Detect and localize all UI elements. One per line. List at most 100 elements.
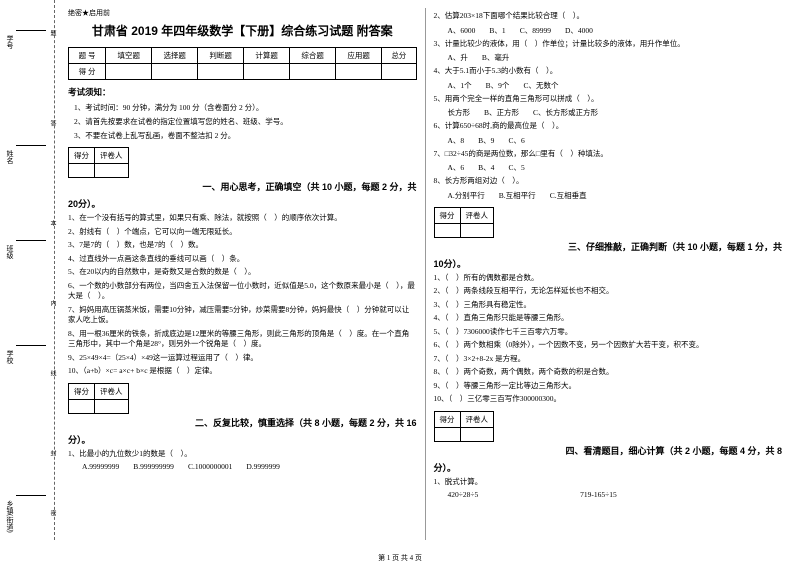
grader-blank: [434, 427, 460, 441]
grader-reviewer-label: 评卷人: [95, 148, 129, 164]
choice-option: A.99999999: [82, 462, 119, 471]
secret-mark: 绝密★启用前: [68, 8, 417, 18]
score-blank-cell: [382, 64, 416, 80]
question-item: 3、7是7的（ ）数，也是7的（ ）数。: [68, 240, 417, 251]
q2-7: 7、□32÷45的商是两位数，那么□里有（ ）种填法。: [434, 149, 783, 160]
margin-label: 乡镇(街道): [5, 500, 15, 533]
question-item: 5、（ ）7306000读作七千三百零六万零。: [434, 327, 783, 338]
q2-8-choices: A.分别平行B.互相平行C.互相垂直: [448, 190, 783, 201]
choice-option: D、4000: [565, 25, 593, 36]
notice-list: 1、考试时间：90 分钟，满分为 100 分（含卷面分 2 分）。2、请首先按要…: [68, 102, 417, 141]
score-table: 题 号填空题选择题判断题计算题综合题应用题总分 得 分: [68, 47, 417, 80]
notice-item: 1、考试时间：90 分钟，满分为 100 分（含卷面分 2 分）。: [74, 102, 417, 113]
question-item: 4、过直线外一点画这条直线的垂线可以画（ ）条。: [68, 254, 417, 265]
question-item: 6、（ ）两个数相乘（0除外），一个因数不变，另一个因数扩大若干变，积不变。: [434, 340, 783, 351]
choice-option: C.1000000001: [188, 462, 232, 471]
seal-line-char: 答: [48, 120, 57, 129]
seal-line-char: 内: [48, 300, 57, 309]
margin-blank-line: [16, 30, 46, 31]
question-item: 7、（ ）3×2+8-2x 是方程。: [434, 354, 783, 365]
score-blank-cell: [244, 64, 290, 80]
question-item: 6、一个数的小数部分有两位，当四舍五入法保留一位小数时，近似值是5.0，这个数原…: [68, 281, 417, 302]
score-header-cell: 计算题: [244, 48, 290, 64]
section-2-title: 二、反复比较，慎重选择（共 8 小题，每题 2 分，共 16: [195, 418, 417, 428]
seal-line-char: 题: [48, 30, 57, 39]
margin-label: 学校: [5, 350, 15, 364]
choice-option: 长方形: [448, 107, 471, 118]
grader-blank: [95, 399, 129, 413]
q2-4: 4、大于5.1而小于5.3的小数有（ ）。: [434, 66, 783, 77]
q2-3-choices: A、升B、毫升: [448, 52, 783, 63]
grader-blank: [460, 223, 494, 237]
question-item: 2、（ ）两条线段互相平行，无论怎样延长也不相交。: [434, 286, 783, 297]
grader-score-label: 得分: [434, 207, 460, 223]
choice-option: C、长方形或正方形: [533, 107, 598, 118]
seal-line-char: 本: [48, 220, 57, 229]
right-column: 2、估算203×18下面哪个结果比较合理（ ）。 A、6000 B、1 C、8999…: [426, 8, 791, 540]
question-item: 10、（ ）三亿零三百写作300000300。: [434, 394, 783, 405]
question-item: 4、（ ）直角三角形只能是等腰三角形。: [434, 313, 783, 324]
score-header-cell: 总分: [382, 48, 416, 64]
q2-5: 5、用两个完全一样的直角三角形可以拼成（ ）。: [434, 94, 783, 105]
choice-option: C、无数个: [523, 80, 558, 91]
score-blank-cell: [336, 64, 382, 80]
choice-option: D.9999999: [246, 462, 280, 471]
grader-reviewer-label: 评卷人: [95, 383, 129, 399]
q2-1: 1、比最小的九位数少1的数是（ ）。: [68, 449, 417, 460]
question-item: 7、妈妈用高压锅蒸米饭，需要10分钟，减压需要5分钟，炒菜需要8分钟，妈妈最快（…: [68, 305, 417, 326]
grader-box-3: 得分 评卷人: [434, 207, 495, 238]
question-item: 1、（ ）所有的偶数都是合数。: [434, 273, 783, 284]
score-header-cell: 选择题: [152, 48, 198, 64]
page-footer: 第 1 页 共 4 页: [0, 553, 800, 563]
score-blank-cell: [106, 64, 152, 80]
section-1-questions: 1、在一个没有括号的算式里，如果只有乘、除法，就按照（ ）的顺序依次计算。2、射…: [68, 213, 417, 377]
exam-title: 甘肃省 2019 年四年级数学【下册】综合练习试题 附答案: [68, 22, 417, 39]
score-blank-cell: [152, 64, 198, 80]
seal-line-char: 密: [48, 510, 57, 519]
section-4-title: 四、看清题目，细心计算（共 2 小题，每题 4 分，共 8: [565, 446, 782, 456]
q2-2: 2、估算203×18下面哪个结果比较合理（ ）。: [434, 11, 783, 22]
score-header-cell: 应用题: [336, 48, 382, 64]
margin-label: 班级: [5, 245, 15, 259]
section-3-questions: 1、（ ）所有的偶数都是合数。 2、（ ）两条线段互相平行，无论怎样延长也不相交。…: [434, 273, 783, 405]
section-4-title-cont: 分）。: [434, 461, 783, 474]
choice-option: B、4: [478, 162, 494, 173]
grader-box-1: 得分 评卷人: [68, 147, 129, 178]
choice-option: B、1: [489, 25, 505, 36]
q2-1-choices: A.99999999 B.999999999 C.1000000001 D.99999…: [82, 462, 417, 471]
q2-8: 8、长方形两组对边（ ）。: [434, 176, 783, 187]
binding-margin: 学号姓名班级学校乡镇(街道)题答本内线封密: [0, 0, 55, 540]
choice-option: A.分别平行: [448, 190, 485, 201]
question-item: 10、（a+b）×c= a×c+ b×c 是根据（ ）定律。: [68, 366, 417, 377]
grader-score-label: 得分: [69, 383, 95, 399]
margin-label: 姓名: [5, 150, 15, 164]
choice-option: C.互相垂直: [550, 190, 587, 201]
choice-option: A、6000: [448, 25, 476, 36]
choice-option: B.999999999: [133, 462, 174, 471]
margin-label: 学号: [5, 35, 15, 49]
choice-option: C、89999: [520, 25, 551, 36]
choice-option: B、正方形: [484, 107, 519, 118]
grader-blank: [460, 427, 494, 441]
notice-heading: 考试须知：: [68, 86, 417, 98]
score-blank-cell: 得 分: [69, 64, 106, 80]
section-3-title: 三、仔细推敲，正确判断（共 10 小题，每题 1 分，共: [568, 242, 782, 252]
grader-box-2: 得分 评卷人: [68, 383, 129, 414]
question-item: 2、射线有（ ）个端点，它可以向一端无限延长。: [68, 227, 417, 238]
question-item: 8、（ ）两个奇数，两个偶数，两个奇数的积是合数。: [434, 367, 783, 378]
choice-option: C、6: [508, 135, 524, 146]
score-header-cell: 判断题: [198, 48, 244, 64]
grader-blank: [69, 399, 95, 413]
q2-7-choices: A、6B、4C、5: [448, 162, 783, 173]
q2-4-choices: A、1个B、9个C、无数个: [448, 80, 783, 91]
choice-option: C、5: [508, 162, 524, 173]
exam-page: 绝密★启用前 甘肃省 2019 年四年级数学【下册】综合练习试题 附答案 题 号…: [0, 0, 800, 540]
left-column: 绝密★启用前 甘肃省 2019 年四年级数学【下册】综合练习试题 附答案 题 号…: [60, 8, 426, 540]
section-2-title-cont: 分）。: [68, 433, 417, 446]
choice-option: A、8: [448, 135, 465, 146]
question-item: 9、25×49×4=（25×4）×49这一运算过程运用了（ ）律。: [68, 353, 417, 364]
q2-6-choices: A、8B、9C、6: [448, 135, 783, 146]
notice-item: 3、不要在试卷上乱写乱画，卷面不整洁扣 2 分。: [74, 130, 417, 141]
grader-score-label: 得分: [434, 411, 460, 427]
grader-box-4: 得分 评卷人: [434, 411, 495, 442]
